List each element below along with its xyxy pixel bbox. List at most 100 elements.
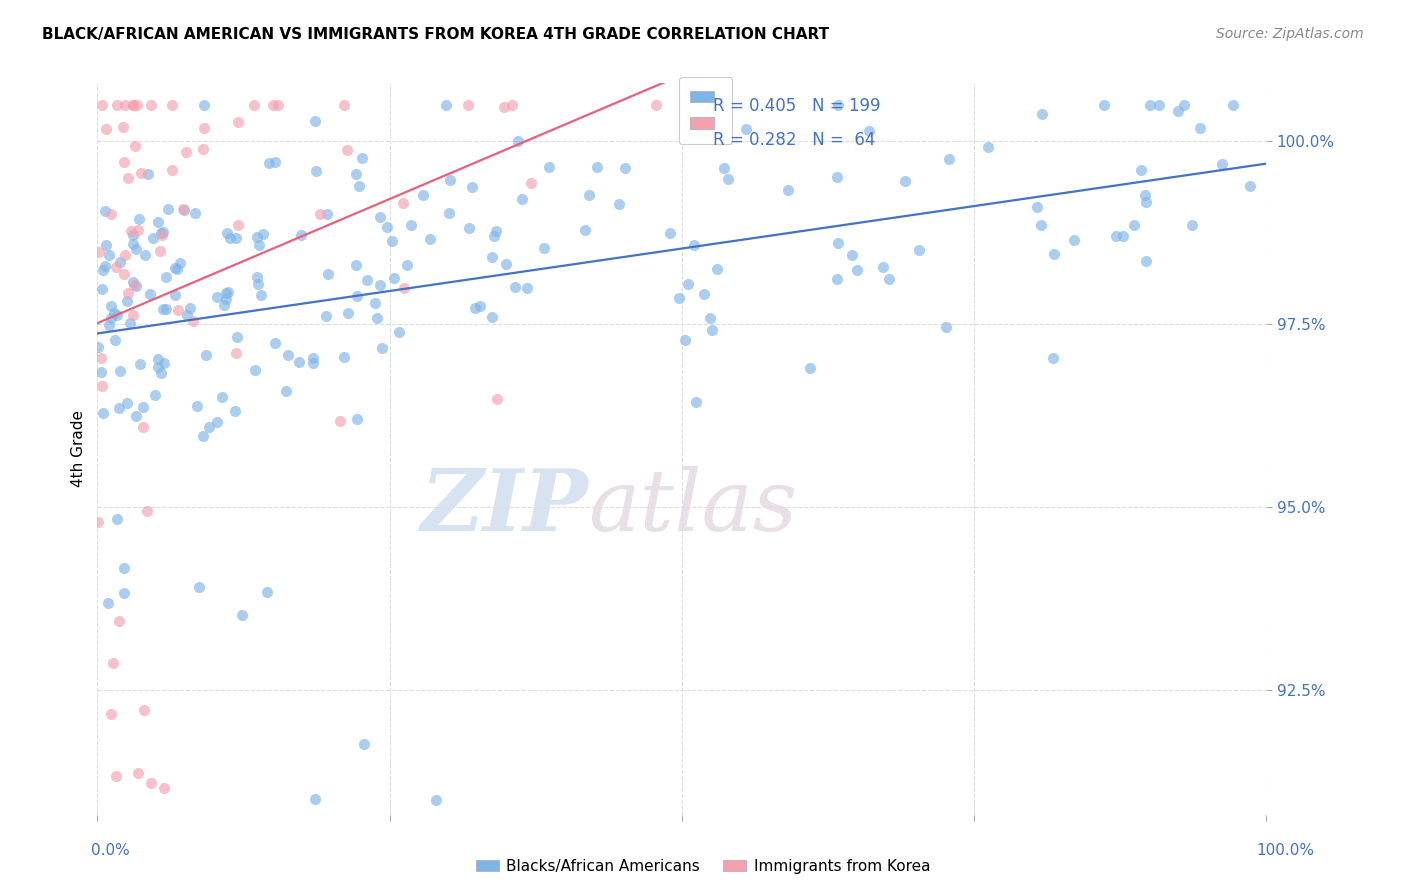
Point bbox=[614, 161, 637, 176]
Point bbox=[139, 776, 162, 790]
Point bbox=[274, 384, 297, 398]
Point bbox=[252, 227, 274, 241]
Point bbox=[346, 288, 368, 302]
Point bbox=[128, 212, 150, 227]
Point bbox=[263, 155, 285, 169]
Point bbox=[717, 172, 740, 186]
Point bbox=[678, 277, 700, 291]
Point bbox=[215, 286, 238, 301]
Point bbox=[495, 258, 517, 272]
Point bbox=[366, 310, 388, 325]
Point bbox=[501, 97, 523, 112]
Point bbox=[353, 737, 375, 751]
Point bbox=[120, 224, 142, 238]
Point bbox=[336, 143, 359, 157]
Point bbox=[1112, 229, 1135, 244]
Point bbox=[778, 183, 800, 197]
Point bbox=[685, 395, 707, 409]
Legend: Blacks/African Americans, Immigrants from Korea: Blacks/African Americans, Immigrants fro… bbox=[470, 853, 936, 880]
Point bbox=[115, 293, 138, 308]
Point bbox=[146, 359, 169, 374]
Point bbox=[841, 247, 863, 261]
Point bbox=[257, 156, 280, 170]
Text: BLACK/AFRICAN AMERICAN VS IMMIGRANTS FROM KOREA 4TH GRADE CORRELATION CHART: BLACK/AFRICAN AMERICAN VS IMMIGRANTS FRO… bbox=[42, 27, 830, 42]
Point bbox=[683, 237, 706, 252]
Point bbox=[1025, 200, 1047, 214]
Point bbox=[461, 179, 484, 194]
Point bbox=[108, 401, 131, 415]
Point bbox=[368, 278, 391, 293]
Point bbox=[485, 224, 508, 238]
Point bbox=[1135, 195, 1157, 210]
Point bbox=[346, 411, 368, 425]
Point bbox=[176, 308, 198, 322]
Point bbox=[412, 188, 434, 202]
Point bbox=[347, 179, 370, 194]
Text: R = 0.405   N = 199: R = 0.405 N = 199 bbox=[713, 97, 882, 115]
Point bbox=[112, 155, 135, 169]
Point bbox=[368, 210, 391, 224]
Point bbox=[87, 340, 110, 354]
Point bbox=[105, 768, 128, 782]
Point bbox=[735, 122, 758, 136]
Point bbox=[112, 561, 135, 575]
Point bbox=[894, 174, 917, 188]
Point bbox=[224, 404, 246, 418]
Point bbox=[395, 258, 418, 272]
Point bbox=[211, 390, 233, 404]
Point bbox=[124, 139, 146, 153]
Point bbox=[1042, 247, 1064, 261]
Point bbox=[872, 260, 894, 274]
Point bbox=[485, 392, 508, 406]
Point bbox=[87, 515, 110, 529]
Point bbox=[94, 122, 117, 136]
Point bbox=[225, 230, 247, 244]
Point bbox=[482, 229, 505, 244]
Point bbox=[150, 227, 173, 241]
Point bbox=[156, 202, 179, 217]
Point bbox=[108, 255, 131, 269]
Point bbox=[226, 218, 249, 232]
Point bbox=[1147, 97, 1170, 112]
Point bbox=[90, 351, 112, 365]
Point bbox=[356, 273, 378, 287]
Point bbox=[316, 268, 339, 282]
Point bbox=[112, 267, 135, 281]
Point bbox=[105, 511, 128, 525]
Point bbox=[1188, 121, 1211, 136]
Point bbox=[149, 244, 172, 258]
Point bbox=[193, 121, 215, 136]
Point bbox=[188, 580, 211, 594]
Point bbox=[125, 409, 148, 423]
Point bbox=[226, 330, 249, 344]
Point bbox=[644, 97, 666, 112]
Point bbox=[481, 250, 503, 264]
Point bbox=[246, 230, 269, 244]
Point bbox=[142, 231, 165, 245]
Point bbox=[246, 269, 269, 284]
Point bbox=[392, 196, 415, 211]
Point bbox=[344, 167, 367, 181]
Point bbox=[846, 263, 869, 277]
Point bbox=[132, 400, 155, 414]
Point bbox=[100, 311, 122, 326]
Point bbox=[155, 269, 177, 284]
Point bbox=[381, 235, 404, 249]
Point bbox=[1222, 97, 1244, 112]
Point bbox=[827, 97, 849, 112]
Point bbox=[94, 259, 117, 273]
Point bbox=[132, 703, 155, 717]
Point bbox=[1167, 103, 1189, 118]
Legend: , : , bbox=[679, 77, 733, 145]
Point bbox=[91, 378, 114, 392]
Point bbox=[104, 260, 127, 274]
Point bbox=[160, 162, 183, 177]
Point bbox=[243, 97, 266, 112]
Point bbox=[434, 97, 457, 112]
Point bbox=[1031, 219, 1053, 233]
Point bbox=[699, 311, 721, 326]
Point bbox=[153, 780, 176, 795]
Point bbox=[673, 333, 696, 347]
Point bbox=[114, 248, 136, 262]
Point bbox=[256, 584, 278, 599]
